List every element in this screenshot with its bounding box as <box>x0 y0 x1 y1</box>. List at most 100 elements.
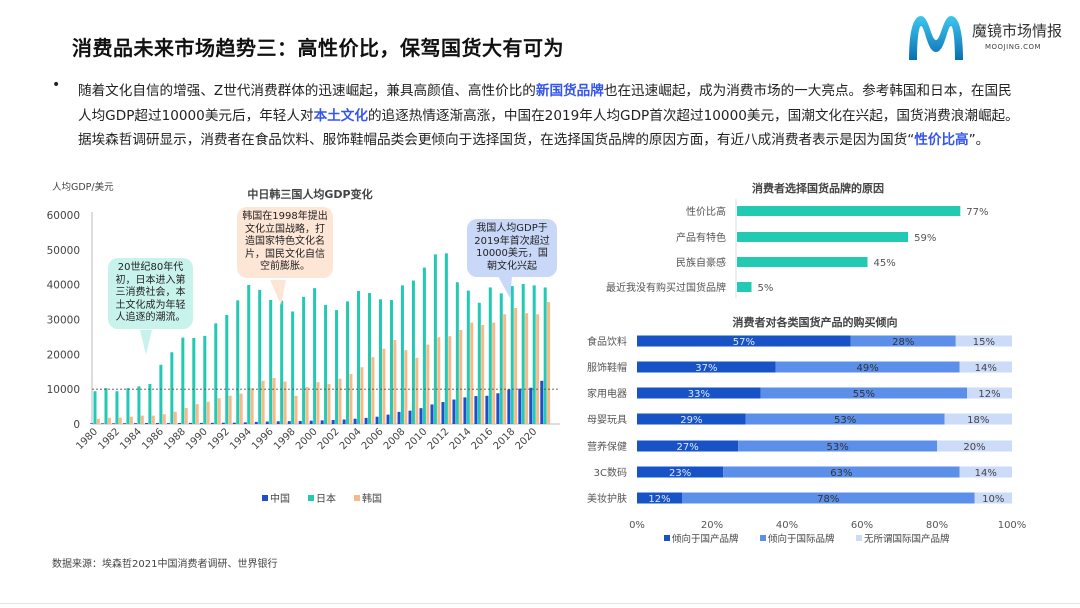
gdp-bar-韩国-1986 <box>162 414 166 424</box>
legend-swatch-日本 <box>308 495 314 501</box>
gdp-y-tick: 0 <box>73 419 80 431</box>
callout-korea-tail <box>270 280 286 305</box>
gdp-x-tick: 2010 <box>404 426 430 452</box>
gdp-bar-日本-2011 <box>433 254 437 424</box>
tendency-legend-label: 无所谓国际国产品牌 <box>864 533 950 545</box>
gdp-bar-韩国-2004 <box>360 367 364 424</box>
bottom-divider <box>0 603 1080 604</box>
gdp-bar-中国-2015 <box>474 396 478 424</box>
gdp-bar-韩国-2003 <box>349 373 353 424</box>
gdp-x-tick: 1990 <box>184 426 210 452</box>
gdp-bar-日本-2009 <box>411 280 415 424</box>
tendency-bar-美妆护肤-倾向于国际品牌 <box>682 492 975 504</box>
gdp-x-tick: 1996 <box>250 426 276 452</box>
gdp-bar-中国-2014 <box>463 397 467 424</box>
intro-text: ”。 <box>968 132 990 148</box>
reason-label: 最近我没有购买过国货品牌 <box>606 281 726 294</box>
gdp-bar-日本-2010 <box>422 267 426 424</box>
tendency-bar-美妆护肤-无所谓国际国产品牌 <box>974 492 1012 504</box>
gdp-bar-韩国-1990 <box>206 401 210 424</box>
gdp-bar-韩国-2021 <box>547 302 551 424</box>
tendency-x-tick: 80% <box>926 520 948 531</box>
gdp-bar-韩国-1995 <box>261 380 265 424</box>
tendency-legend-label: 倾向于国产品牌 <box>672 533 739 545</box>
reason-value: 59% <box>914 233 936 244</box>
gdp-bar-中国-1987 <box>166 423 170 424</box>
gdp-bar-日本-1993 <box>236 300 240 424</box>
tendency-chart-title: 消费者对各类国货产品的购买倾向 <box>732 316 898 329</box>
gdp-bar-韩国-2018 <box>514 308 518 424</box>
tendency-value: 28% <box>892 337 914 348</box>
reason-value: 45% <box>874 258 896 269</box>
gdp-bar-韩国-2015 <box>481 325 485 424</box>
gdp-bar-中国-1997 <box>276 421 280 424</box>
tendency-value: 33% <box>688 389 710 400</box>
tendency-bar-服饰鞋帽-倾向于国产品牌 <box>637 361 776 373</box>
gdp-bar-中国-1993 <box>232 422 236 424</box>
gdp-bar-日本-2008 <box>400 285 404 424</box>
tendency-bar-家用电器-倾向于国际品牌 <box>760 387 967 399</box>
tendency-bar-家用电器-倾向于国产品牌 <box>637 387 761 399</box>
gdp-bar-韩国-1999 <box>305 387 309 424</box>
gdp-y-tick: 10000 <box>47 384 80 396</box>
tendency-bar-3C数码-倾向于国际品牌 <box>723 466 960 478</box>
reason-label: 产品有特色 <box>676 231 726 244</box>
gdp-bar-日本-1995 <box>258 289 262 424</box>
gdp-bar-韩国-1982 <box>118 417 122 424</box>
gdp-bar-日本-1988 <box>181 337 185 424</box>
reason-bar-民族自豪感 <box>737 257 868 267</box>
gdp-bar-韩国-2000 <box>316 382 320 424</box>
tendency-bar-营养保健-倾向于国际品牌 <box>738 440 937 452</box>
gdp-bar-日本-1981 <box>104 388 108 424</box>
gdp-bar-韩国-1981 <box>107 417 111 424</box>
gdp-bar-韩国-1988 <box>184 407 188 424</box>
gdp-y-tick: 40000 <box>47 280 80 292</box>
gdp-bar-日本-1996 <box>269 299 273 424</box>
tendency-label: 美妆护肤 <box>587 492 627 505</box>
gdp-bar-日本-2013 <box>455 282 459 424</box>
tendency-value: 63% <box>830 468 852 479</box>
gdp-bar-韩国-1985 <box>151 415 155 424</box>
gdp-bar-韩国-2017 <box>503 314 507 424</box>
data-source: 数据来源：埃森哲2021中国消费者调研、世界银行 <box>52 559 278 570</box>
reason-label: 性价比高 <box>686 205 726 218</box>
intro-line: 随着文化自信的增强、Z世代消费群体的迅速崛起，兼具高颜值、高性价比的新国货品牌也… <box>78 79 1012 99</box>
reason-chart-title: 消费者选择国货品牌的原因 <box>752 182 884 195</box>
gdp-bar-日本-2004 <box>357 290 361 424</box>
gdp-bar-中国-1992 <box>221 422 225 424</box>
gdp-bar-日本-2006 <box>378 299 382 424</box>
gdp-bar-中国-2004 <box>353 418 357 424</box>
gdp-bar-日本-1983 <box>126 388 130 424</box>
gdp-x-tick: 2018 <box>492 426 518 452</box>
gdp-bar-日本-1986 <box>159 364 163 424</box>
tendency-bar-食品饮料-倾向于国产品牌 <box>637 335 851 347</box>
gdp-y-axis-label: 人均GDP/美元 <box>52 182 114 193</box>
gdp-legend-label: 中国 <box>270 492 290 505</box>
highlight-text: 本土文化 <box>313 107 368 124</box>
tendency-value: 37% <box>695 363 717 374</box>
gdp-bar-韩国-1994 <box>250 388 254 424</box>
gdp-bar-中国-2020 <box>529 387 533 424</box>
tendency-value: 55% <box>853 389 875 400</box>
moojing-logo-icon <box>909 16 963 60</box>
tendency-x-tick: 60% <box>851 520 873 531</box>
intro-text: 人均GDP超过10000美元后，年轻人对 <box>78 107 314 124</box>
reason-value: 77% <box>966 207 988 218</box>
callout-korea: 韩国在1998年提出文化立国战略，打造国家特色文化名片，国民文化自信空前膨胀。 <box>237 207 333 278</box>
gdp-bar-日本-1991 <box>214 323 218 424</box>
gdp-bar-中国-1984 <box>134 423 138 424</box>
tendency-bar-食品饮料-无所谓国际国产品牌 <box>955 335 1012 347</box>
gdp-bar-中国-1982 <box>112 423 116 424</box>
gdp-bar-中国-1991 <box>210 422 214 424</box>
tendency-label: 家用电器 <box>587 387 627 400</box>
gdp-bar-日本-1989 <box>192 337 196 424</box>
gdp-bar-中国-1985 <box>145 422 148 424</box>
gdp-legend-label: 日本 <box>316 492 336 505</box>
tendency-value: 12% <box>978 389 1000 400</box>
gdp-bar-日本-2002 <box>335 310 339 424</box>
gdp-bar-中国-2010 <box>419 408 423 424</box>
gdp-bar-韩国-2019 <box>525 313 529 424</box>
tendency-bar-美妆护肤-倾向于国产品牌 <box>637 492 682 504</box>
gdp-bar-韩国-2002 <box>338 378 342 424</box>
